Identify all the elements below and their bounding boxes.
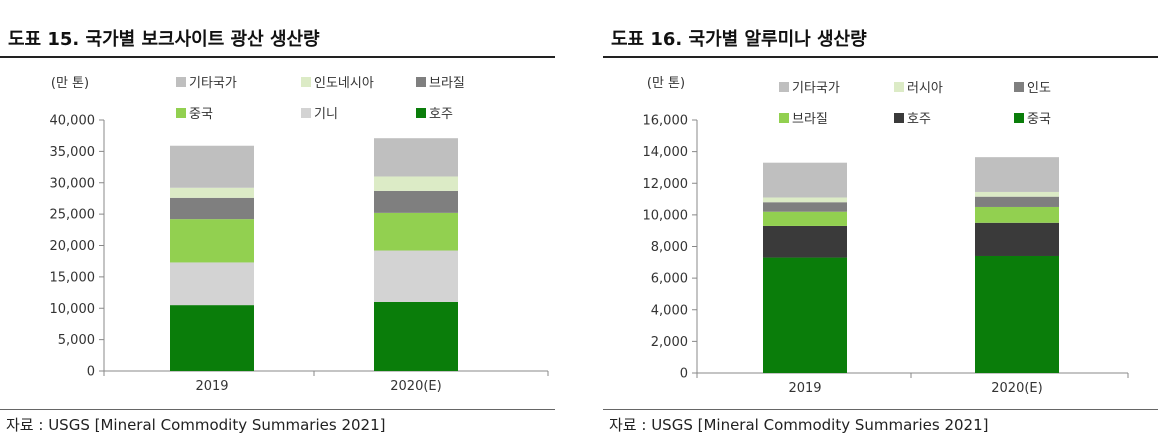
- y-tick-label: 5,000: [58, 333, 95, 348]
- legend-swatch: [301, 108, 311, 118]
- legend-label: 호주: [429, 107, 453, 122]
- legend-label: 기니: [314, 107, 338, 122]
- bar-segment: [374, 138, 458, 177]
- legend-label: 기타국가: [792, 81, 840, 96]
- y-tick-label: 35,000: [50, 145, 96, 160]
- legend-label: 러시아: [907, 81, 943, 96]
- bar-segment: [975, 206, 1059, 223]
- y-tick-label: 20,000: [50, 239, 96, 254]
- figure-15-source: 자료 : USGS [Mineral Commodity Summaries 2…: [6, 416, 386, 434]
- bar-segment: [170, 187, 254, 198]
- figure-15-title-rule: [0, 56, 555, 58]
- figure-16-source-rule: [603, 409, 1158, 410]
- bar-segment: [975, 157, 1059, 192]
- bar-segment: [374, 250, 458, 302]
- y-tick-label: 4,000: [651, 303, 688, 318]
- bar-segment: [975, 196, 1059, 207]
- y-tick-label: 10,000: [50, 302, 96, 317]
- bar-segment: [763, 162, 847, 198]
- figure-16-panel: 도표 16. 국가별 알루미나 생산량 (만 톤) 0 2,000 4,000 6,00…: [603, 0, 1158, 447]
- figure-15-source-rule: [0, 409, 555, 410]
- x-tick-label: 2019: [788, 381, 821, 396]
- legend-swatch: [301, 77, 311, 87]
- y-tick-label: 10,000: [643, 208, 689, 223]
- figure-15-chart: (만 톤) 0 5,000 10,000 15,000 20,000 25,000 30,00…: [50, 76, 549, 394]
- figure-15-panel: 도표 15. 국가별 보크사이트 광산 생산량 (만 톤) 0 5,000 10,00…: [0, 0, 555, 447]
- legend-swatch: [416, 108, 426, 118]
- legend-swatch: [894, 113, 904, 123]
- bar-segment: [763, 202, 847, 212]
- y-tick-label: 15,000: [50, 270, 96, 285]
- legend-swatch: [1014, 113, 1024, 123]
- x-tick-label: 2020(E): [991, 381, 1042, 396]
- figure-16-chart: (만 톤) 0 2,000 4,000 6,000 8,000 10,000 12,000 14…: [643, 76, 1129, 396]
- y-tick-label: 12,000: [643, 177, 689, 192]
- bar-segment: [170, 145, 254, 188]
- bar-segment: [374, 212, 458, 251]
- y-tick-label: 6,000: [651, 272, 688, 287]
- figure-16-title-rule: [603, 56, 1158, 58]
- bar-segment: [170, 305, 254, 371]
- y-tick-label: 16,000: [643, 114, 689, 129]
- legend-label: 중국: [1027, 112, 1051, 127]
- unit-label: (만 톤): [51, 76, 89, 91]
- legend-label: 브라질: [792, 112, 828, 127]
- y-tick-label: 25,000: [50, 208, 96, 223]
- legend-label: 인도네시아: [314, 76, 374, 91]
- legend-label: 브라질: [429, 76, 465, 91]
- y-tick-label: 0: [680, 367, 688, 382]
- x-tick-label: 2019: [195, 379, 228, 394]
- y-tick-label: 14,000: [643, 145, 689, 160]
- figure-15-title: 도표 15. 국가별 보크사이트 광산 생산량: [8, 29, 320, 50]
- y-tick-label: 30,000: [50, 176, 96, 191]
- y-tick-label: 0: [87, 365, 95, 380]
- legend-label: 호주: [907, 112, 931, 127]
- bar-segment: [763, 225, 847, 258]
- figure-16-source: 자료 : USGS [Mineral Commodity Summaries 2…: [609, 416, 989, 434]
- bar-segment: [374, 190, 458, 213]
- legend-swatch: [779, 113, 789, 123]
- bar-segment: [170, 262, 254, 306]
- legend-swatch: [176, 108, 186, 118]
- y-tick-label: 2,000: [651, 335, 688, 350]
- bar-segment: [763, 197, 847, 203]
- bar-segment: [763, 211, 847, 226]
- legend-label: 인도: [1027, 81, 1051, 96]
- unit-label: (만 톤): [647, 76, 685, 91]
- bar-segment: [975, 222, 1059, 256]
- bar-segment: [975, 255, 1059, 373]
- legend-label: 기타국가: [189, 76, 237, 91]
- bar-segment: [170, 197, 254, 220]
- y-tick-label: 8,000: [651, 240, 688, 255]
- figure-16-title: 도표 16. 국가별 알루미나 생산량: [611, 29, 867, 50]
- bar-segment: [374, 176, 458, 191]
- legend-swatch: [176, 77, 186, 87]
- bar-segment: [975, 191, 1059, 197]
- bar-segment: [374, 301, 458, 371]
- bar-segment: [170, 219, 254, 263]
- legend-swatch: [894, 82, 904, 92]
- bar-segment: [763, 257, 847, 373]
- legend-swatch: [1014, 82, 1024, 92]
- x-tick-label: 2020(E): [390, 379, 441, 394]
- legend-label: 중국: [189, 107, 213, 122]
- legend-swatch: [416, 77, 426, 87]
- legend-swatch: [779, 82, 789, 92]
- y-tick-label: 40,000: [50, 114, 96, 129]
